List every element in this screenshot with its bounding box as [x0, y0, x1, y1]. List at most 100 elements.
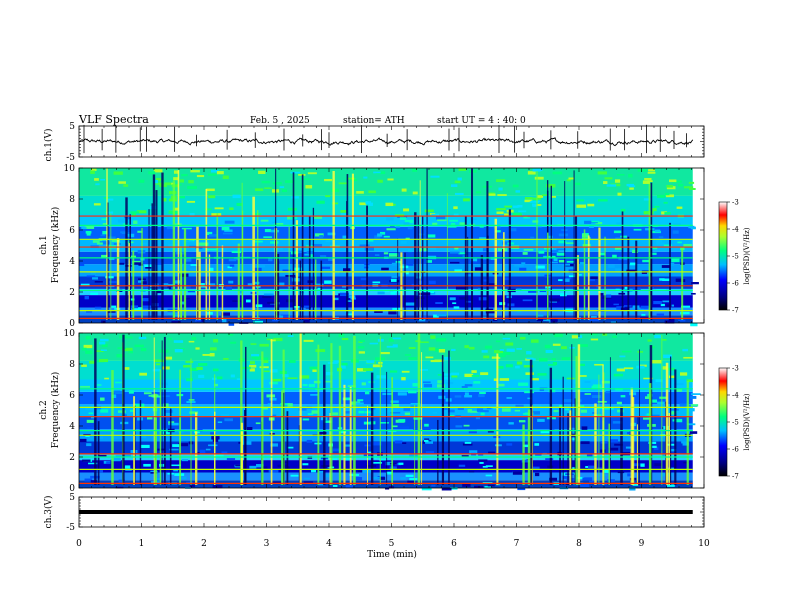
spec-cell	[581, 237, 591, 240]
x-tick-label: 5	[389, 539, 395, 549]
spec-cell	[206, 188, 215, 192]
spec-cell	[140, 444, 150, 448]
spec-streak	[208, 254, 211, 320]
spec-cell	[153, 169, 163, 173]
spec-cell	[254, 240, 263, 243]
spec-cell	[473, 381, 481, 384]
spec-cell	[691, 281, 699, 285]
spec-cell	[249, 368, 255, 372]
spec-cell	[387, 178, 394, 181]
spec-cell	[568, 275, 576, 278]
spec-cell	[167, 312, 178, 316]
spec-cell	[308, 383, 316, 388]
spec-cell	[183, 240, 193, 243]
spec-cell	[319, 235, 324, 239]
spec-cell	[495, 340, 500, 343]
spec-cell	[651, 360, 662, 364]
spec-cell	[139, 372, 147, 376]
spec-streak	[366, 205, 368, 320]
spec-cell	[105, 276, 114, 279]
spec-cell	[467, 409, 473, 413]
spec-cell	[473, 485, 484, 488]
x-tick-label: 0	[76, 539, 82, 549]
spec-cell	[666, 304, 672, 308]
spec-cell	[189, 367, 198, 371]
spec-cell	[436, 313, 447, 317]
spec-cell	[435, 302, 443, 305]
spec-cell	[378, 458, 386, 461]
spec-cell	[269, 369, 278, 373]
spec-cell	[390, 411, 401, 414]
spec-cell	[119, 241, 125, 244]
spec-streak	[106, 168, 108, 320]
spec-cell	[532, 466, 540, 471]
spec-cell	[632, 463, 641, 467]
spec-cell	[550, 261, 558, 264]
spec-cell	[505, 364, 513, 368]
spec-streak	[183, 228, 187, 320]
spec-cell	[111, 457, 121, 462]
spec-cell	[654, 334, 661, 339]
spec-cell	[82, 459, 91, 462]
spec-cell	[100, 409, 109, 413]
spec-cell	[355, 402, 364, 405]
spec-cell	[431, 484, 436, 487]
spec-cell	[419, 248, 428, 251]
spec-cell	[589, 480, 594, 483]
spec-cell	[672, 180, 682, 183]
spec-cell	[620, 307, 630, 311]
spec-cell	[451, 372, 460, 376]
spec-cell	[228, 280, 234, 284]
spec-cell	[358, 410, 365, 414]
spec-cell	[432, 411, 438, 414]
spec-cell	[157, 289, 162, 294]
spec-streak	[275, 168, 277, 320]
spec-cell	[360, 277, 367, 281]
spec-cell	[196, 366, 203, 371]
spec-streak	[240, 340, 243, 485]
spec-streak	[414, 212, 417, 320]
spec-cell	[642, 180, 650, 184]
spec-cell	[273, 247, 283, 251]
spec-streak	[604, 236, 606, 320]
spec-cell	[304, 253, 314, 256]
spec-cell	[88, 462, 98, 465]
colorbar-tick-label: -7	[732, 307, 739, 315]
spec-cell	[364, 391, 370, 395]
spec-cell	[134, 344, 144, 348]
spec-cell	[475, 416, 480, 420]
spec-cell	[662, 278, 670, 281]
spec-cell	[287, 403, 293, 407]
spec-cell	[303, 481, 314, 484]
spec-cell	[476, 191, 482, 194]
spec-cell	[465, 223, 474, 226]
spec-cell	[362, 368, 373, 371]
spec-cell	[471, 370, 477, 373]
spec-streak	[569, 410, 572, 485]
spec-cell	[117, 219, 125, 223]
spec-cell	[612, 335, 617, 338]
spec-cell	[532, 168, 541, 172]
spec-cell	[615, 268, 625, 272]
spec-streak	[281, 390, 284, 485]
spec-streak	[594, 403, 597, 485]
ch1-ylabel: ch.1(V)	[43, 129, 54, 162]
spec-cell	[453, 206, 458, 210]
start-time-label: start UT = 4 : 40: 0	[437, 116, 526, 126]
spec-cell	[649, 399, 658, 403]
spec-cell	[459, 296, 466, 300]
spec-cell	[272, 319, 279, 322]
spec-cell	[386, 228, 396, 231]
spec-cell	[478, 297, 489, 301]
spec-cell	[351, 179, 358, 182]
spec-cell	[232, 194, 241, 199]
spec-streak	[648, 383, 652, 485]
spec-streak	[159, 369, 162, 485]
spec-cell	[272, 378, 282, 382]
spec-cell	[133, 262, 142, 265]
spec-cell	[458, 252, 466, 255]
spec-cell	[392, 337, 402, 340]
spec-cell	[601, 380, 611, 384]
spec-cell	[683, 356, 693, 359]
